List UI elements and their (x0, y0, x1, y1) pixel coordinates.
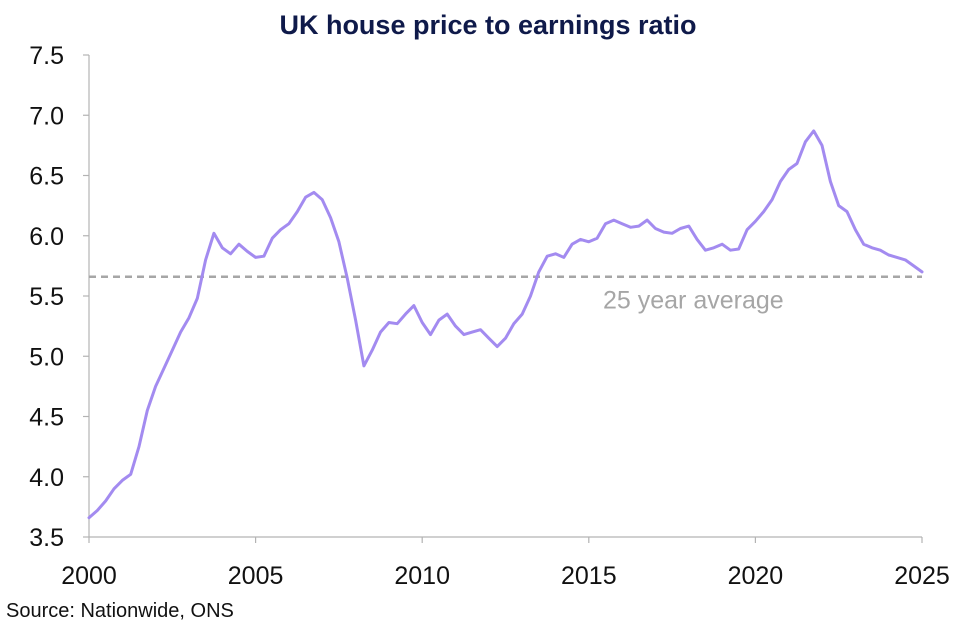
series-line (87, 129, 924, 520)
average-reference-label: 25 year average (603, 287, 784, 315)
y-tick-label: 4.0 (29, 464, 64, 492)
line-chart: 3.5 4.0 4.5 5.0 5.5 6.0 6.5 7.0 7.5 2000 2005 2010… (29, 42, 950, 590)
x-tick-label: 2005 (228, 562, 284, 590)
chart-title: UK house price to earnings ratio (279, 10, 697, 40)
y-tick-label: 5.5 (29, 283, 64, 311)
y-tick-label: 5.0 (29, 343, 64, 371)
x-tick-label: 2010 (394, 562, 450, 590)
y-tick-label: 6.0 (29, 223, 64, 251)
y-tick-label: 7.5 (29, 42, 64, 70)
y-tick-label: 7.0 (29, 102, 64, 130)
x-tick-label: 2025 (894, 562, 950, 590)
y-tick-label: 6.5 (29, 163, 64, 191)
y-tick-label: 3.5 (29, 524, 64, 552)
y-tick-label: 4.5 (29, 404, 64, 432)
source-note: Source: Nationwide, ONS (6, 600, 234, 622)
x-tick-label: 2015 (561, 562, 617, 590)
x-axis-ticks: 2000 2005 2010 2015 2020 2025 (61, 537, 950, 590)
x-tick-label: 2020 (728, 562, 784, 590)
y-axis-ticks: 3.5 4.0 4.5 5.0 5.5 6.0 6.5 7.0 7.5 (29, 42, 89, 552)
x-tick-label: 2000 (61, 562, 117, 590)
series-layer (87, 129, 924, 520)
